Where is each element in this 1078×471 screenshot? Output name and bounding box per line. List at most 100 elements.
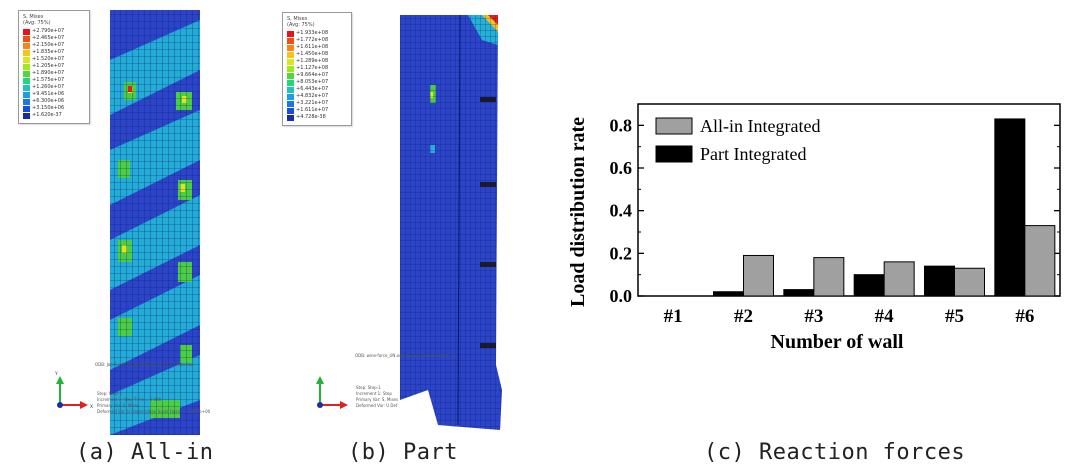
triad-b: [316, 376, 348, 409]
svg-text:Increment 1: Step: Increment 1: Step: [356, 391, 392, 396]
legend-b-swatch: [287, 108, 294, 114]
legend-swatch-all-in: [655, 117, 693, 135]
figure-a-all-in: Y X Step: Step-1 Increment 1: Step Time …: [0, 0, 300, 471]
legend-a-swatch: [23, 43, 30, 49]
legend-b-swatch: [287, 45, 294, 51]
triad-a: [56, 376, 88, 409]
legend-b-swatch: [287, 73, 294, 79]
legend-a-swatch: [23, 113, 30, 119]
legend-a-value: +3.150e+06: [32, 105, 65, 111]
legend-b-value: +8.053e+07: [296, 79, 329, 85]
bar-part-integrated: [783, 289, 815, 297]
legend-a-title-2: (Avg: 75%): [23, 20, 51, 26]
fe-model-b: ODB: wine-force_UN.odb Abaqus/Standard M…: [316, 14, 502, 430]
legend-b-swatch: [287, 59, 294, 65]
legend-b-swatch: [287, 66, 294, 72]
legend-b-value: +6.443e+07: [296, 86, 329, 92]
bar-all-in-integrated: [743, 254, 774, 297]
legend-b-value: +1.772e+08: [296, 37, 329, 43]
legend-b-value: +4.728e-38: [296, 114, 326, 120]
x-tick-label: #2: [734, 306, 753, 327]
legend-b-value: +4.832e+07: [296, 93, 329, 99]
legend-b-value: +1.289e+08: [296, 58, 329, 64]
legend-a-value: +9.451e+06: [32, 91, 65, 97]
legend-b-swatch: [287, 115, 294, 121]
y-tick-label: 0.4: [610, 201, 633, 221]
legend-a-value: +1.890e+07: [32, 70, 65, 76]
legend-b-swatch: [287, 94, 294, 100]
bar-part-integrated: [924, 265, 955, 297]
svg-text:Y: Y: [54, 371, 58, 377]
x-axis-label: Number of wall: [771, 331, 904, 353]
figure-c-reaction-forces: 0.0 0.2 0.4 0.6 0.8 #1 #2 #3 #4 #5 #6 Number of wal…: [560, 0, 1078, 471]
legend-a-title-1: S, Mises: [23, 14, 44, 20]
x-tick-label: #6: [1015, 306, 1034, 327]
legend-b-swatch: [287, 31, 294, 37]
svg-text:X: X: [90, 404, 93, 410]
y-tick-label: 0.6: [610, 158, 633, 178]
y-tick-label: 0.8: [610, 115, 633, 135]
legend-a-value: +1.520e+07: [32, 56, 65, 62]
legend-a-swatch: [23, 106, 30, 112]
legend-b-value: +1.611e+07: [296, 107, 329, 113]
legend-a-swatch: [23, 99, 30, 105]
svg-text:Increment 1: Step Time = 1.: Increment 1: Step Time = 1.000: [97, 397, 162, 402]
legend-a-swatch: [23, 36, 30, 42]
legend-label-all-in: All-in Integrated: [700, 116, 820, 136]
x-tick-label: #1: [664, 306, 683, 327]
legend-b-value: +1.450e+08: [296, 51, 329, 57]
bar-all-in-integrated: [813, 257, 845, 297]
wall-b-connectors: [480, 97, 496, 348]
figure-b-part: ODB: wine-force_UN.odb Abaqus/Standard M…: [270, 0, 550, 471]
bar-part-integrated: [713, 291, 744, 297]
legend-a-value: +2.150e+07: [32, 42, 65, 48]
legend-a-value: +1.205e+07: [32, 63, 65, 69]
svg-text:Step: Step-1: Step: Step-1: [356, 385, 381, 390]
x-tick-label: #3: [804, 306, 823, 327]
legend-b-value: +1.127e+08: [296, 65, 329, 71]
caption-a: (a) All-in: [76, 440, 214, 465]
caption-b: (b) Part: [348, 440, 458, 465]
legend-a-swatch: [23, 85, 30, 91]
legend-a-swatch: [23, 57, 30, 63]
plot-frame: [637, 103, 1061, 297]
load-distribution-chart: 0.0 0.2 0.4 0.6 0.8 #1 #2 #3 #4 #5 #6 Number of wal…: [567, 103, 1061, 353]
legend-a-value: +2.465e+07: [32, 35, 65, 41]
caption-c: (c) Reaction forces: [704, 440, 966, 465]
legend-a-swatch: [23, 64, 30, 70]
svg-text:Deformed Var: U Def: Deformed Var: U Def: [356, 403, 398, 408]
legend-b-value: +1.611e+08: [296, 44, 329, 50]
svg-text:Primary Var: S, Mises: Primary Var: S, Mises: [97, 403, 139, 408]
legend-a-swatch: [23, 92, 30, 98]
svg-text:ODB: Job-1.odb Abaqus/Stand: ODB: Job-1.odb Abaqus/Standard 6.12-1 Mo…: [95, 362, 194, 367]
bar-part-integrated: [994, 118, 1026, 297]
legend-b-value: +1.933e+08: [296, 30, 329, 36]
legend-b-value: +9.664e+07: [296, 72, 329, 78]
step-info-b: ODB: wine-force_UN.odb Abaqus/Standard M…: [355, 353, 456, 408]
legend-b-swatch: [287, 101, 294, 107]
legend-b-swatch: [287, 38, 294, 44]
legend-a-swatch: [23, 50, 30, 56]
legend-a-value: +1.575e+07: [32, 77, 65, 83]
legend-b-swatch: [287, 80, 294, 86]
x-tick-label: #5: [945, 306, 964, 327]
contour-legend-b: S, Mises (Avg: 75%) +1.933e+08 +1.772e+08…: [282, 12, 352, 126]
svg-text:Step: Step-1: Step: Step-1: [97, 391, 122, 396]
legend-a-value: +1.835e+07: [32, 49, 65, 55]
svg-text:ODB: wine-force_UN.odb Aba: ODB: wine-force_UN.odb Abaqus/Standard M…: [355, 353, 456, 358]
legend-a-swatch: [23, 29, 30, 35]
y-tick-label: 0.2: [610, 243, 633, 263]
legend-a-swatch: [23, 78, 30, 84]
legend-b-value: +3.221e+07: [296, 100, 329, 106]
legend-a-value: +1.620e-37: [32, 112, 62, 118]
fe-model-a: Y X Step: Step-1 Increment 1: Step Time …: [54, 10, 211, 435]
contour-legend-a: S, Mises (Avg: 75%) +2.790e+07 +2.465e+07…: [18, 10, 90, 124]
legend-b-title-2: (Avg: 75%): [287, 22, 315, 28]
legend-b-title-1: S, Mises: [287, 16, 308, 22]
legend-swatch-part: [655, 145, 693, 163]
y-axis-label: Load distribution rate: [567, 117, 589, 307]
y-tick-label: 0.0: [610, 286, 633, 306]
legend-b-swatch: [287, 52, 294, 58]
bar-part-integrated: [853, 274, 885, 297]
legend-a-value: +6.300e+06: [32, 98, 65, 104]
